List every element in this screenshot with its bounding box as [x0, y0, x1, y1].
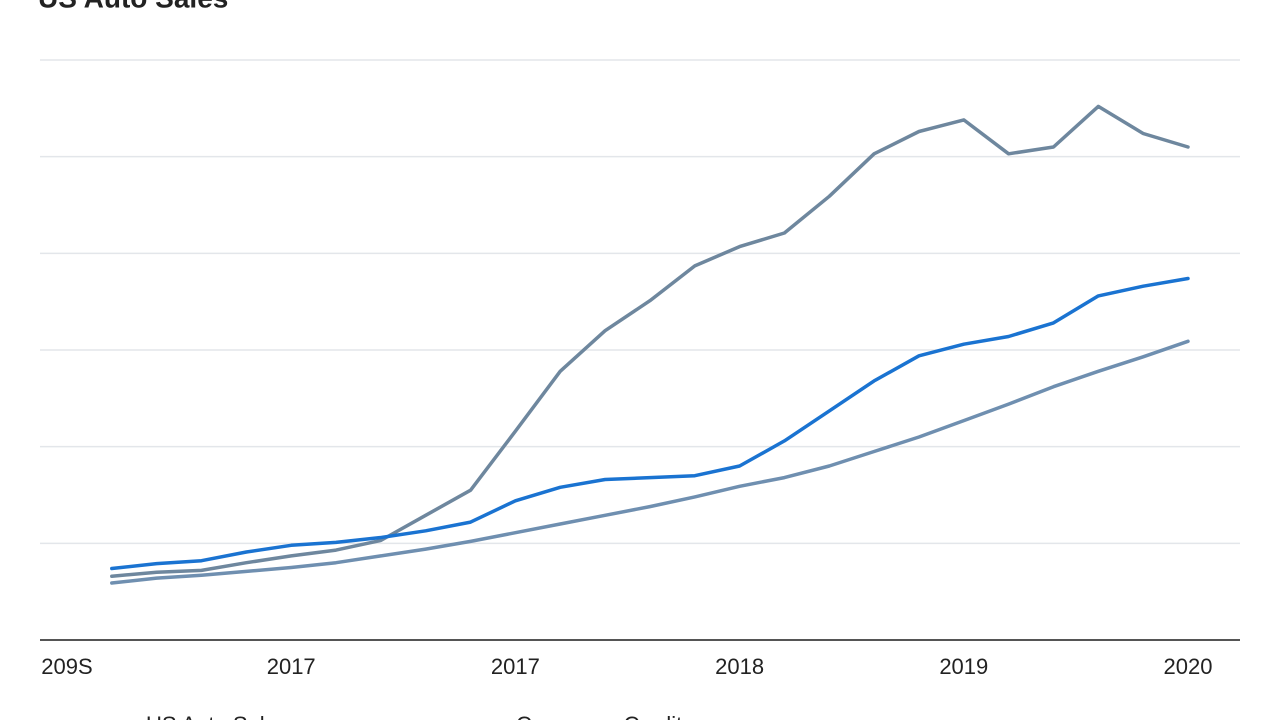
x-tick-label: 2019	[939, 654, 988, 679]
x-tick-label: 209S	[41, 654, 92, 679]
x-tick-label: 2018	[715, 654, 764, 679]
series-line	[110, 276, 1190, 571]
x-tick-label: 2020	[1164, 654, 1213, 679]
series-line	[110, 339, 1190, 585]
series-line	[110, 104, 1190, 578]
chart-title: US Auto Sales	[38, 0, 228, 13]
x-tick-label: 2017	[267, 654, 316, 679]
legend-label: Consumer Credit	[516, 712, 682, 720]
x-tick-label: 2017	[491, 654, 540, 679]
legend-label: US Auto Sales	[146, 712, 288, 720]
